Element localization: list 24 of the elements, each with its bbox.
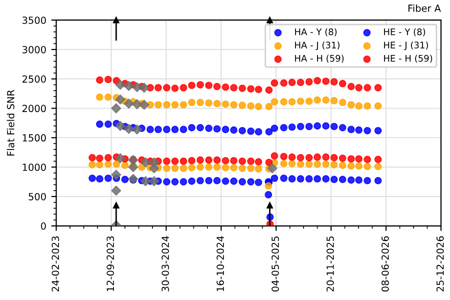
y-tick-label: 500: [28, 192, 46, 200]
x-tick-label: 25-12-2026: [436, 236, 444, 292]
y-axis-title: Flat Field SNR: [6, 90, 14, 156]
y-tick-label: 0: [40, 222, 46, 230]
x-tick-label: 20-11-2025: [326, 236, 334, 292]
legend-label: HE - Y (8): [384, 28, 426, 36]
legend-label: HA - Y (8): [295, 28, 337, 36]
legend-label: HE - H (59): [384, 54, 432, 63]
legend-label: HA - J (31): [295, 41, 340, 50]
y-tick-label: 3500: [22, 16, 46, 24]
y-tick-label: 2500: [22, 75, 46, 83]
y-tick-label: 1500: [22, 134, 46, 142]
x-tick-label: 12-09-2023: [106, 236, 114, 292]
legend-label: HE - J (31): [384, 41, 428, 50]
chart-title: Fiber A: [408, 4, 441, 12]
legend-label: HA - H (59): [295, 54, 344, 63]
y-tick-label: 3000: [22, 46, 46, 54]
y-tick-label: 2000: [22, 104, 46, 112]
y-tick-label: 1000: [22, 164, 46, 171]
x-tick-label: 16-10-2024: [216, 236, 224, 292]
x-tick-label: 24-02-2023: [52, 236, 60, 292]
x-tick-label: 04-05-2025: [272, 236, 279, 292]
x-tick-label: 08-06-2026: [382, 236, 389, 292]
x-tick-label: 30-03-2024: [162, 236, 169, 292]
